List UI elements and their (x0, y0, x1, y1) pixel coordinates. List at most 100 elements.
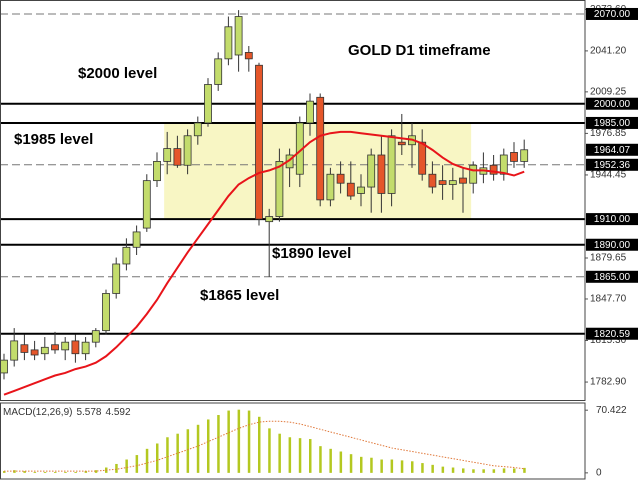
candle-body (153, 161, 161, 182)
macd-bar (54, 471, 57, 473)
price-label-box (586, 7, 638, 20)
macd-bar (74, 471, 77, 473)
candle-body (499, 154, 508, 175)
y-tick-label: 1879.65 (590, 253, 627, 264)
macd-bar (411, 461, 414, 473)
price-label: 2000.00 (594, 99, 631, 110)
candle-body (510, 152, 518, 162)
macd-bar (186, 429, 190, 473)
candle-body (10, 340, 19, 361)
annotation: $1865 level (200, 287, 279, 304)
candle-body (448, 180, 457, 185)
candle-body (142, 180, 151, 229)
price-label-box (586, 143, 638, 156)
signal-line (4, 420, 525, 472)
macd-bar (288, 437, 292, 473)
macd-bar (145, 448, 149, 473)
macd-bar (441, 466, 445, 473)
candle-body (469, 164, 478, 184)
price-label-box (586, 238, 638, 251)
macd-bar (421, 463, 424, 473)
macd-bar (370, 457, 373, 473)
macd-bar (94, 470, 98, 473)
macd-bar (390, 459, 394, 473)
macd-bar (217, 415, 220, 473)
price-label-box (586, 327, 638, 340)
candle-body (71, 340, 80, 355)
macd-bar (492, 469, 496, 473)
macd-bar (329, 448, 332, 473)
price-label: 1890.00 (594, 240, 631, 251)
macd-bar (319, 446, 322, 473)
candle-body (326, 173, 335, 201)
macd-bar (115, 463, 118, 473)
candle-body (377, 154, 386, 194)
candle-body (234, 16, 243, 56)
y-tick-label: 2009.25 (590, 86, 627, 97)
macd-bar (400, 460, 404, 473)
macd-bar (339, 451, 343, 473)
macd-bar (166, 437, 169, 473)
candle-body (316, 96, 325, 201)
macd-bar (135, 455, 139, 473)
candle-body (30, 349, 39, 356)
indicator-title: MACD(12,26,9) (3, 407, 72, 418)
price-label-box (586, 270, 638, 283)
candle-body (204, 84, 212, 124)
macd-bar (258, 416, 261, 473)
macd-bar (472, 469, 475, 473)
macd-bar (309, 439, 312, 473)
candle-body (193, 122, 202, 137)
panel-frame (0, 402, 586, 480)
candle-body (265, 216, 274, 223)
macd-bar (43, 471, 47, 473)
candle-body (438, 180, 447, 185)
price-label: 2070.00 (594, 9, 631, 20)
candle-body (306, 100, 314, 124)
y-tick-label: 1944.45 (590, 170, 627, 181)
candle-body (183, 135, 192, 166)
macd-bar (462, 468, 465, 473)
macd-bar (196, 424, 200, 473)
y-tick-label: 70.422 (596, 405, 627, 416)
macd-bar (298, 438, 302, 473)
candle-body (163, 148, 172, 162)
chart-title: GOLD D1 timeframe (348, 42, 491, 59)
macd-bar (247, 410, 251, 473)
y-tick-label: 1976.85 (590, 128, 627, 139)
macd-bar (513, 468, 516, 473)
candle-body (224, 26, 233, 60)
signal-value: 4.592 (106, 407, 131, 418)
macd-bar (125, 459, 128, 473)
candle-body (122, 246, 131, 265)
y-tick-label: 1782.90 (590, 377, 627, 388)
price-label-box (586, 97, 638, 110)
candle-body (275, 161, 284, 217)
macd-bar (523, 467, 526, 473)
price-label: 1985.00 (594, 118, 631, 129)
macd-bar (451, 467, 455, 473)
macd-bar (237, 409, 241, 473)
price-label-box (586, 213, 638, 226)
y-tick-label: 2041.20 (590, 46, 627, 57)
candle-body (173, 148, 182, 166)
annotation: $2000 level (78, 65, 157, 82)
macd-bar (156, 443, 159, 473)
macd-bar (380, 459, 383, 473)
candle-body (20, 344, 29, 353)
candle-body (428, 173, 437, 188)
candle-body (81, 341, 90, 355)
candle-body (357, 186, 365, 194)
candle-body (132, 231, 141, 248)
candle-body (102, 293, 110, 332)
candle-body (244, 52, 253, 60)
candle-body (61, 341, 70, 351)
candle-body (91, 330, 100, 343)
macd-bar (431, 464, 434, 473)
y-tick-label: 1847.70 (590, 294, 627, 305)
candle-body (397, 141, 406, 146)
macd-bar (268, 428, 271, 473)
price-label: 1865.00 (594, 272, 631, 283)
price-label-box (586, 116, 638, 129)
